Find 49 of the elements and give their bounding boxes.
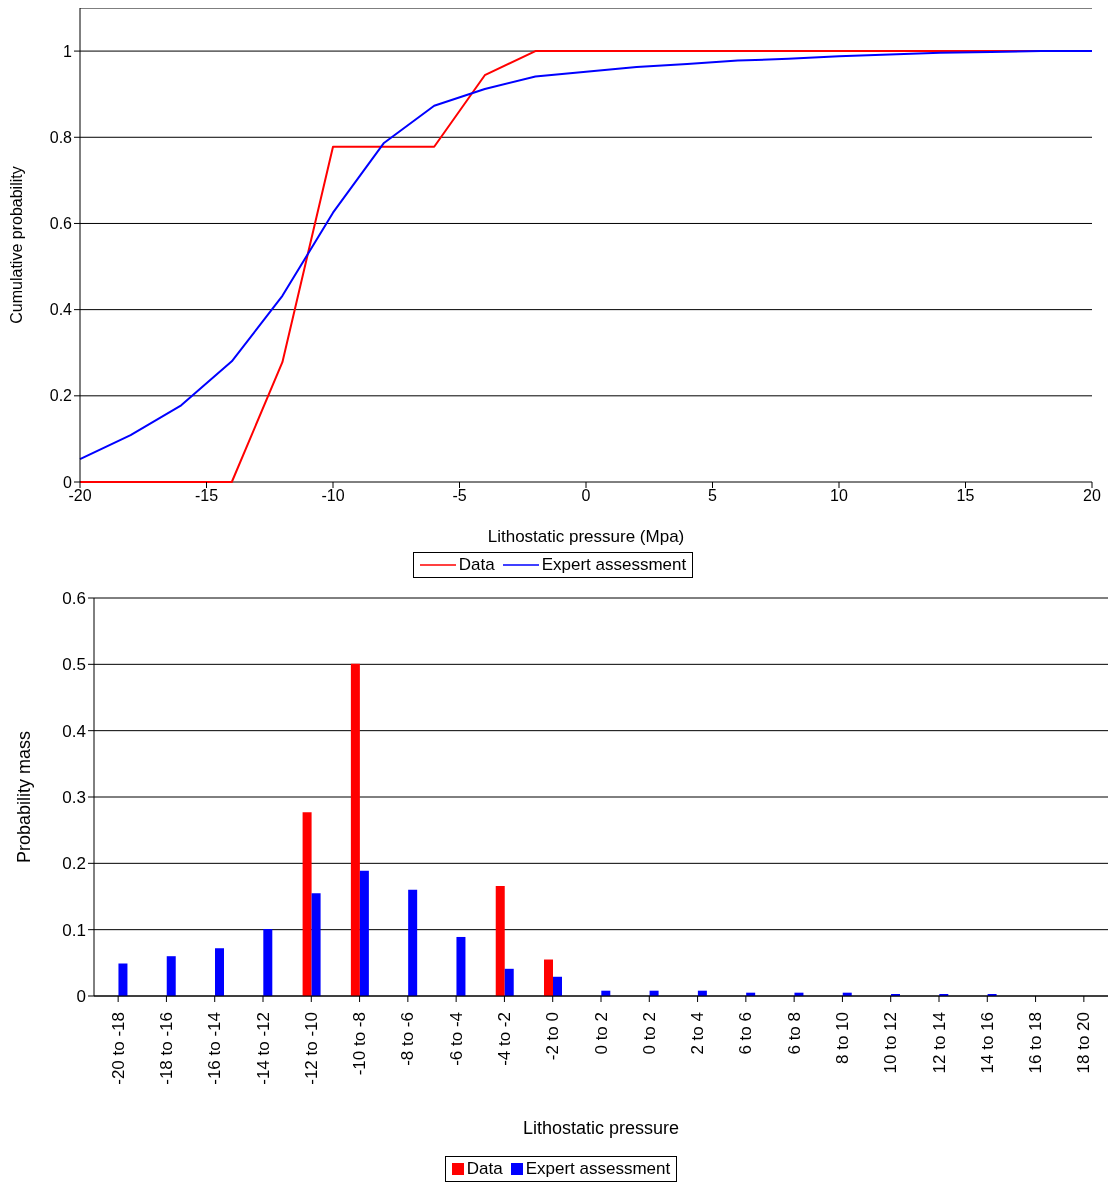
y-tick-label: 0 (76, 987, 86, 1007)
y-tick-label: 0.6 (62, 589, 86, 609)
legend-label: Data (457, 555, 495, 575)
x-tick-label: -14 to -12 (253, 1012, 273, 1085)
x-tick-label: 0 to 2 (639, 1012, 659, 1055)
x-tick-label: 6 to 8 (784, 1012, 804, 1055)
legend-label: Expert assessment (540, 555, 687, 575)
y-tick-label: 0.5 (62, 655, 86, 675)
y-axis-title: Probability mass (14, 730, 35, 864)
x-tick-label: 2 to 4 (688, 1012, 708, 1055)
x-tick-label: -18 to -16 (156, 1012, 176, 1085)
y-tick-label: 0.4 (62, 721, 86, 741)
y-tick-label: 0.2 (49, 387, 73, 405)
y-tick-label: 0.4 (49, 301, 73, 319)
x-tick-label: -12 to -10 (301, 1012, 321, 1085)
x-tick-label: 18 to 20 (1074, 1012, 1094, 1074)
x-tick-label: -16 to -14 (205, 1012, 225, 1085)
x-tick-label: 12 to 14 (929, 1012, 949, 1074)
y-tick-label: 0.6 (49, 215, 73, 233)
y-axis-title: Cumulative probability (7, 166, 25, 324)
x-tick-label: 10 (830, 487, 848, 505)
y-tick-label: 0.2 (62, 854, 86, 874)
x-tick-label: 6 to 6 (736, 1012, 756, 1055)
x-tick-label: -8 to -6 (398, 1012, 418, 1066)
x-tick-label: -4 to -2 (494, 1012, 514, 1066)
x-tick-label: -15 (194, 487, 219, 505)
x-tick-label: -2 to 0 (543, 1012, 563, 1061)
x-tick-label: 10 to 12 (881, 1012, 901, 1074)
x-tick-label: -6 to -4 (446, 1012, 466, 1066)
x-tick-label: -20 to -18 (108, 1012, 128, 1085)
x-axis-title: Lithostatic pressure (522, 1118, 680, 1138)
y-tick-label: 0.3 (62, 788, 86, 808)
x-tick-label: 14 to 16 (977, 1012, 997, 1074)
x-tick-label: 8 to 10 (832, 1012, 852, 1064)
x-tick-label: -10 (321, 487, 345, 505)
x-tick-label: 5 (708, 487, 718, 505)
x-tick-label: -5 (452, 487, 467, 505)
x-tick-label: 16 to 18 (1026, 1012, 1046, 1074)
x-tick-label: 0 (581, 487, 591, 505)
legend-label: Expert assessment (524, 1159, 671, 1179)
x-tick-label: 20 (1083, 487, 1101, 505)
x-tick-label: 0 to 2 (591, 1012, 611, 1055)
x-tick-label: 15 (956, 487, 975, 505)
y-tick-label: 0.8 (49, 128, 73, 146)
y-tick-label: 1 (63, 42, 73, 60)
x-tick-label: -10 to -8 (350, 1012, 370, 1076)
x-axis-title: Lithostatic pressure (Mpa) (487, 527, 685, 546)
legend-label: Data (465, 1159, 503, 1179)
y-tick-label: 0.1 (62, 920, 86, 940)
